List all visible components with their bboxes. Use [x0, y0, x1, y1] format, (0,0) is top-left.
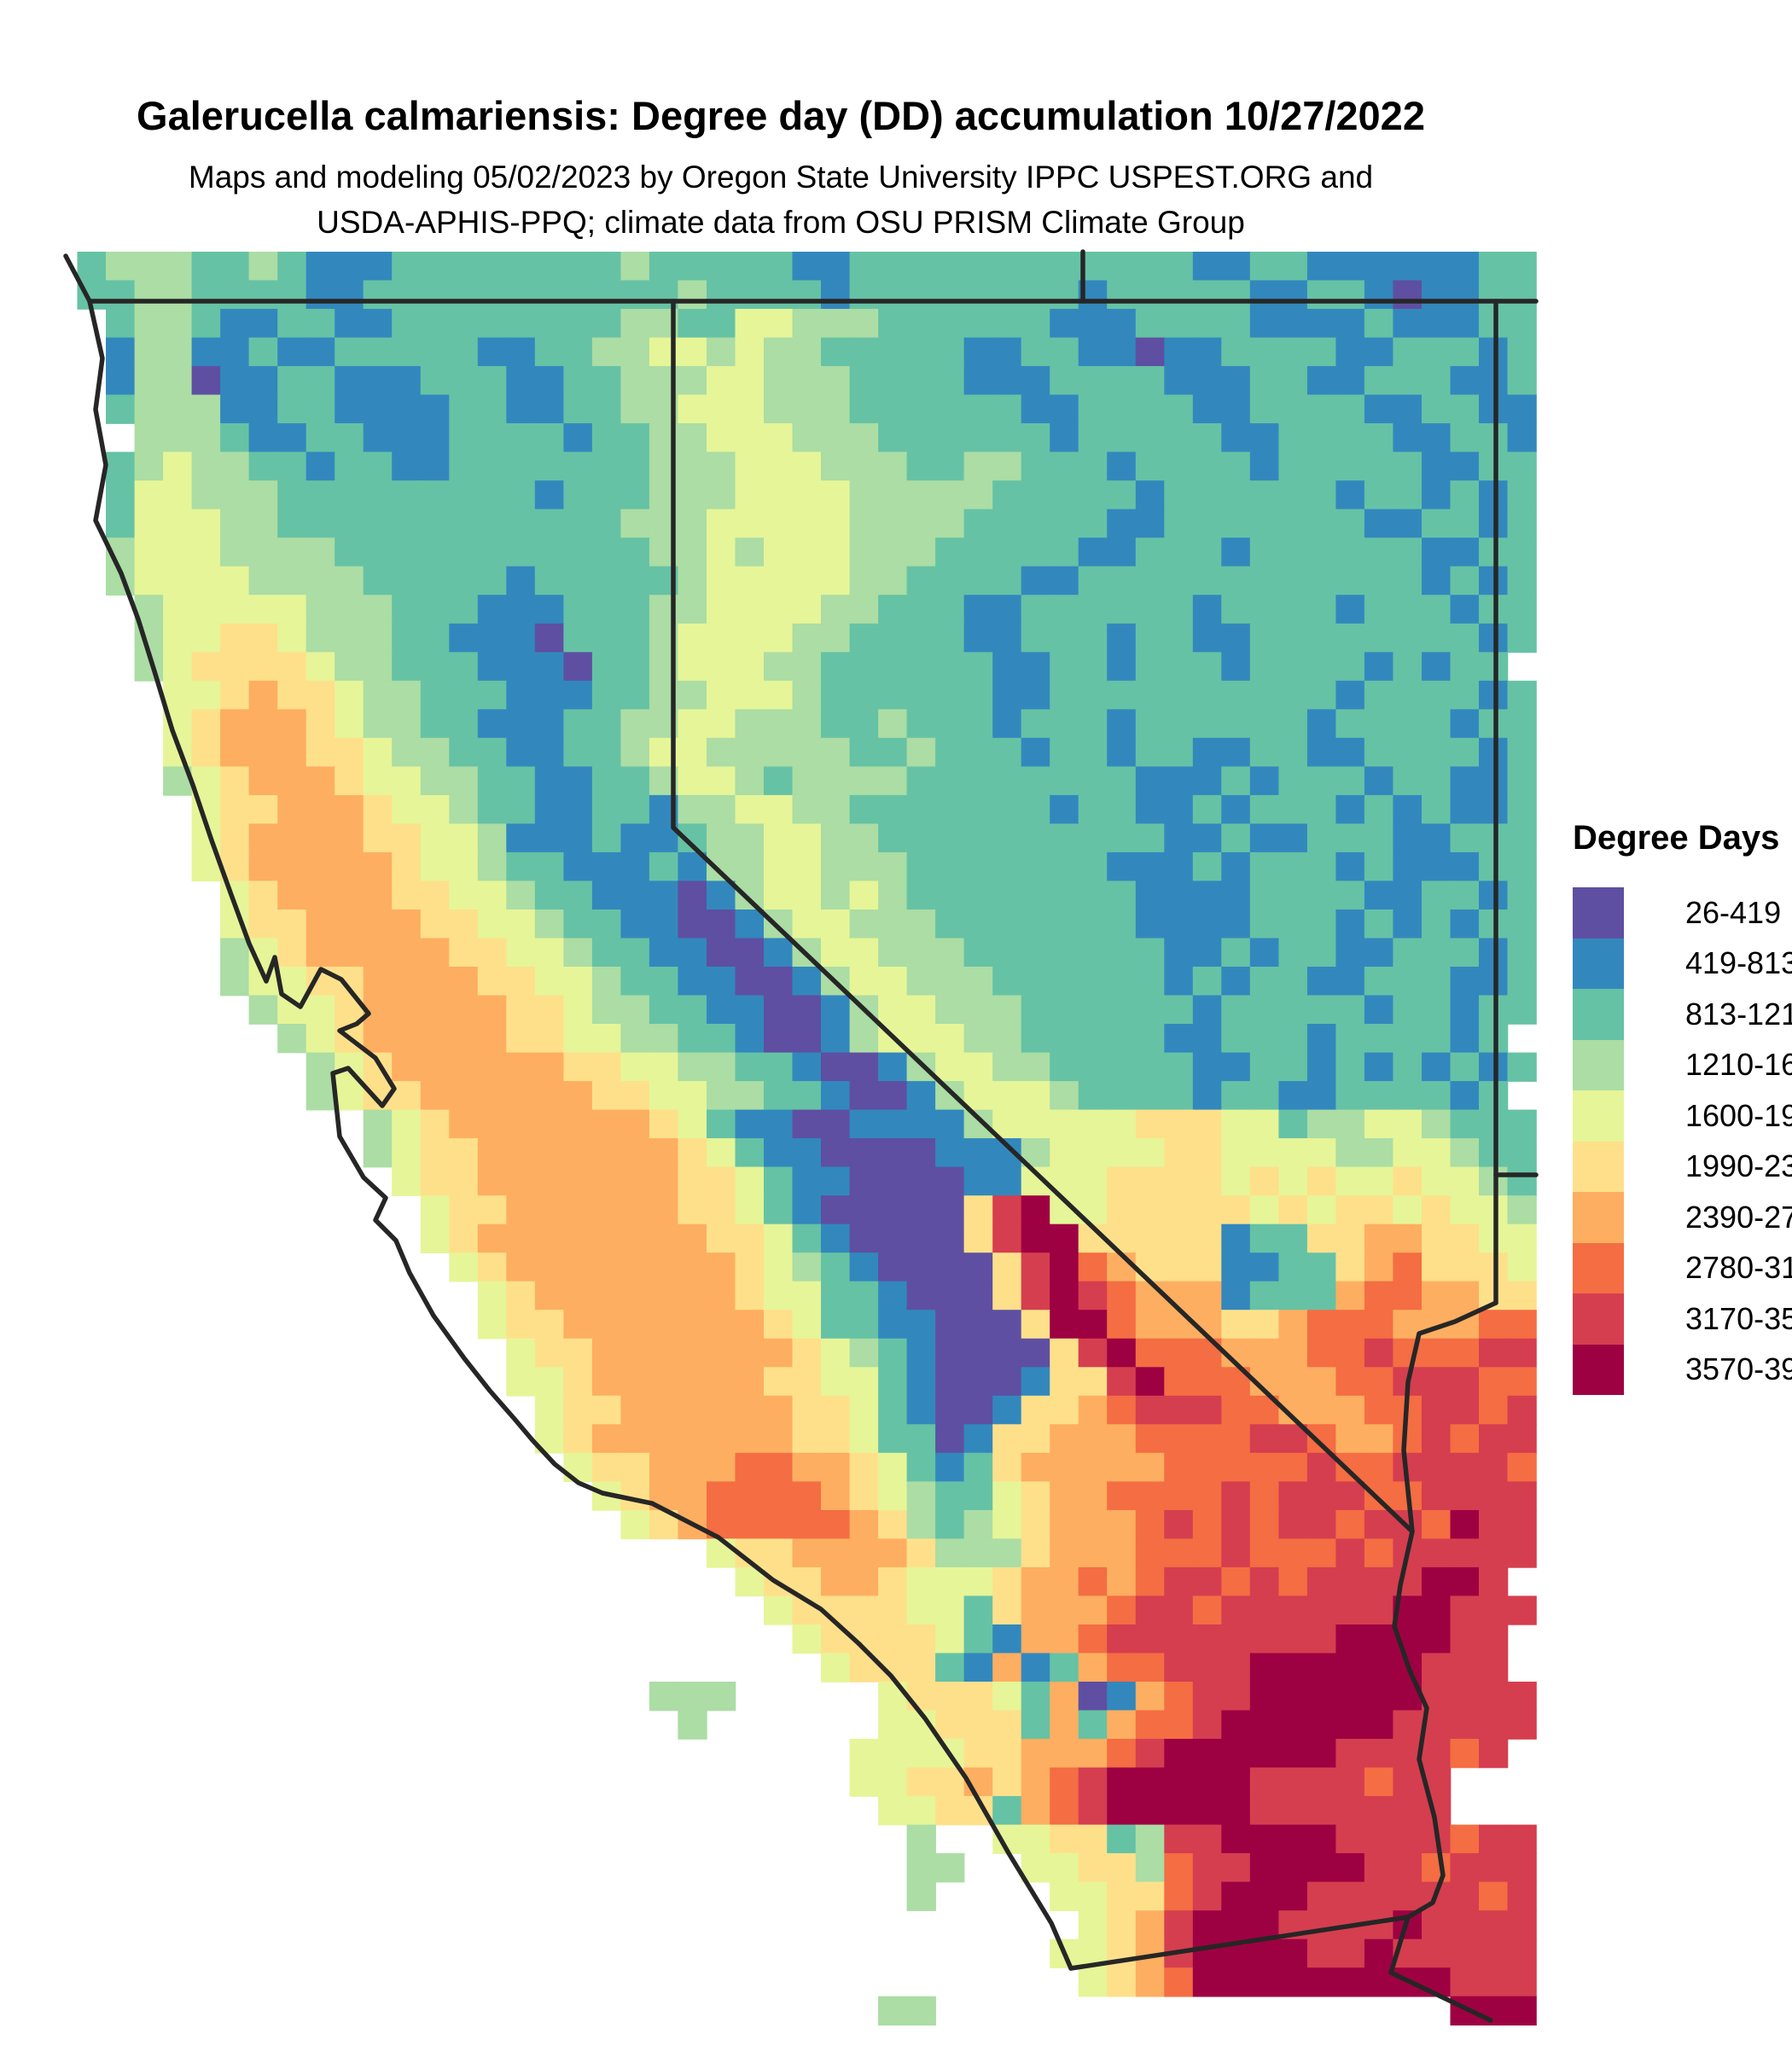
legend-swatch-2: [1573, 989, 1624, 1040]
legend-swatch-9: [1573, 1344, 1624, 1395]
legend-entry: 1600-1990: [1573, 1090, 1792, 1142]
legend-entries: 26-419 419-813 813-1210 1210-1600 1600-1990 1…: [1573, 887, 1792, 1395]
legend-swatch-1: [1573, 938, 1624, 989]
ca-mexico-border: [1068, 1915, 1411, 1971]
raster-grid: [77, 252, 1537, 2025]
legend-label: 26-419: [1685, 894, 1782, 930]
figure-header: Galerucella calmariensis: Degree day (DD…: [0, 92, 1562, 245]
legend-entry: 1990-2390: [1573, 1141, 1792, 1192]
legend-entry: 1210-1600: [1573, 1039, 1792, 1090]
legend-label: 3170-3570: [1685, 1300, 1792, 1336]
coastline-path: [63, 253, 1073, 1971]
legend-label: 1210-1600: [1685, 1047, 1792, 1083]
legend-entry: 813-1210: [1573, 989, 1792, 1040]
legend-entry: 26-419: [1573, 887, 1786, 939]
legend-swatch-4: [1573, 1090, 1624, 1142]
subtitle-line-1: Maps and modeling 05/02/2023 by Oregon S…: [188, 160, 1374, 195]
legend-label: 2780-3170: [1685, 1250, 1792, 1286]
legend-swatch-5: [1573, 1141, 1624, 1192]
legend-label: 3570-3960: [1685, 1351, 1792, 1387]
legend-title: Degree Days: [1573, 819, 1780, 857]
colorado-river-border: [1388, 1300, 1498, 2023]
legend-swatch-8: [1573, 1293, 1624, 1345]
legend-entry: 3570-3960: [1573, 1344, 1792, 1395]
legend-label: 1600-1990: [1685, 1097, 1792, 1133]
legend-label: 813-1210: [1685, 996, 1792, 1032]
legend-entry: 419-813: [1573, 938, 1792, 989]
legend-swatch-0: [1573, 887, 1624, 939]
legend-entry: 3170-3570: [1573, 1293, 1792, 1345]
page-title: Galerucella calmariensis: Degree day (DD…: [137, 93, 1425, 138]
legend-label: 1990-2390: [1685, 1148, 1792, 1184]
legend-swatch-6: [1573, 1192, 1624, 1243]
legend-label: 419-813: [1685, 945, 1792, 981]
state-border-ca-nv: [671, 299, 1415, 1534]
state-borders: [63, 249, 1539, 2023]
page-subtitle: Maps and modeling 05/02/2023 by Oregon S…: [0, 155, 1562, 245]
map-legend: Degree Days 26-419 419-813 813-1210 1210-16…: [1573, 819, 1792, 1395]
legend-swatch-3: [1573, 1039, 1624, 1090]
legend-swatch-7: [1573, 1242, 1624, 1293]
legend-label: 2390-2780: [1685, 1199, 1792, 1235]
subtitle-line-2: USDA-APHIS-PPQ; climate data from OSU PR…: [317, 204, 1245, 240]
legend-entry: 2780-3170: [1573, 1242, 1792, 1293]
legend-entry: 2390-2780: [1573, 1192, 1792, 1243]
